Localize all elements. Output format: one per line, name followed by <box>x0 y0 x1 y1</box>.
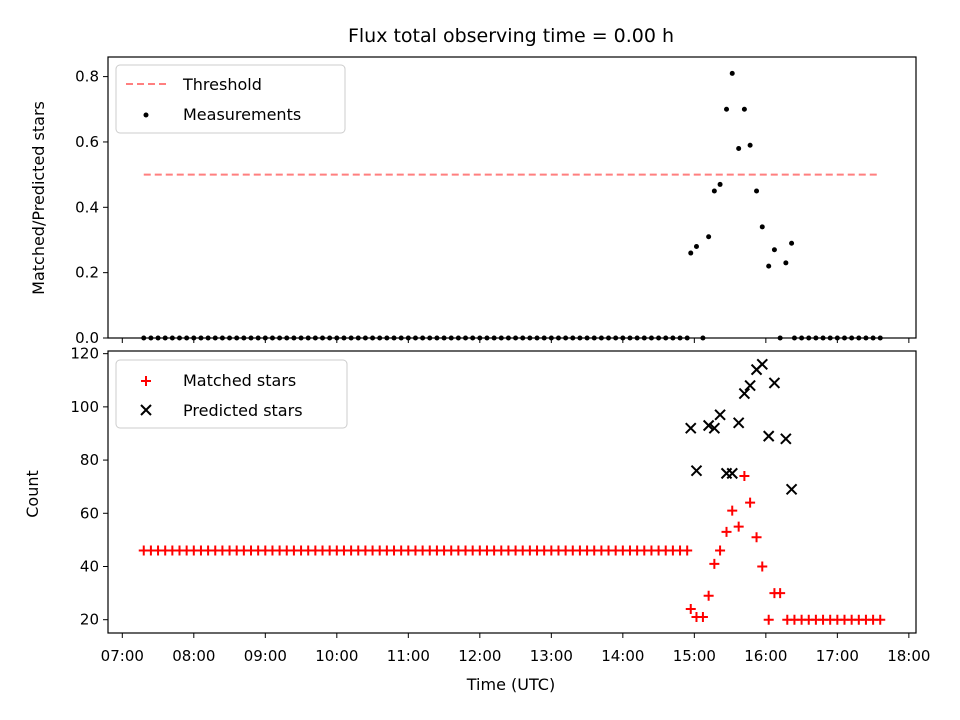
ratio-plot-frame <box>107 56 917 339</box>
time-x-tick-label: 13:00 <box>530 647 573 665</box>
matched-star-point <box>727 505 738 516</box>
matched-legend-label: Matched stars <box>183 371 296 390</box>
predicted-star-point <box>762 430 775 442</box>
matched-star-point <box>721 526 732 537</box>
matched-star-point <box>739 471 750 482</box>
count-y-tick-label: 120 <box>70 345 99 363</box>
ratio-y-tick-label: 0.8 <box>75 68 99 86</box>
measurement-point <box>717 181 723 187</box>
count-marks <box>138 358 886 625</box>
count-y-tick-label: 100 <box>70 398 99 416</box>
matched-star-point <box>745 497 756 508</box>
ratio-y-tick-label: 0.6 <box>75 133 99 151</box>
count-legend: Matched stars Predicted stars <box>115 359 348 429</box>
count-y-tick-label: 40 <box>80 557 99 575</box>
count-ticks: 20 40 60 80 100 120 07:00 08:00 09:00 10:00 11:00 1… <box>70 345 930 665</box>
time-x-tick-label: 12:00 <box>458 647 501 665</box>
predicted-star-point <box>685 422 697 434</box>
ratio-marks <box>141 70 883 341</box>
time-x-tick-label: 16:00 <box>744 647 787 665</box>
measurement-point <box>766 263 772 269</box>
predicted-star-point <box>714 409 726 421</box>
ratio-y-tick-label: 0.0 <box>75 329 99 347</box>
predicted-star-point <box>756 358 768 371</box>
matched-star-point <box>875 614 886 625</box>
time-x-tick-label: 09:00 <box>244 647 287 665</box>
measurement-point <box>759 224 765 230</box>
count-panel: Count Time (UTC) 20 40 60 80 100 120 07:00 08:0… <box>23 345 930 694</box>
measurement-point <box>771 247 777 253</box>
time-x-tick-label: 17:00 <box>816 647 859 665</box>
predicted-star-point <box>726 467 738 480</box>
ratio-legend-box <box>115 64 346 134</box>
measurement-point <box>747 142 753 148</box>
predicted-star-point <box>732 417 745 429</box>
predicted-star-point <box>702 419 715 432</box>
matched-star-point <box>751 532 762 543</box>
count-legend-box <box>115 359 348 429</box>
ratio-y-tick-label: 0.2 <box>75 264 99 282</box>
measurement-point <box>783 260 789 266</box>
matched-star-point <box>775 588 786 599</box>
measurement-point <box>693 244 699 250</box>
ratio-y-axis-label: Matched/Predicted stars <box>29 101 48 295</box>
predicted-legend-label: Predicted stars <box>183 401 303 420</box>
matched-star-point <box>703 590 714 601</box>
measurement-point <box>724 106 730 112</box>
count-y-axis-label: Count <box>23 470 42 518</box>
predicted-star-point <box>708 422 721 434</box>
measurements-legend-label: Measurements <box>183 105 301 124</box>
matched-legend-swatch <box>141 376 151 386</box>
count-y-tick-label: 60 <box>80 504 99 522</box>
predicted-star-point <box>780 433 792 445</box>
matched-star-point <box>763 614 774 625</box>
measurement-point <box>711 188 717 194</box>
time-x-tick-label: 15:00 <box>673 647 716 665</box>
matched-star-point <box>682 545 693 556</box>
ratio-ticks: 0.0 0.2 0.4 0.6 0.8 <box>75 68 910 347</box>
matched-star-point <box>715 545 726 556</box>
predicted-star-point <box>785 483 798 496</box>
count-y-tick-label: 80 <box>80 451 99 469</box>
measurement-point <box>741 106 747 112</box>
measurement-point <box>688 250 694 256</box>
matched-star-point <box>685 604 696 615</box>
measurement-point <box>754 188 760 194</box>
matched-star-point <box>733 521 744 532</box>
matched-star-point <box>709 558 720 569</box>
matched-star-point <box>757 561 768 572</box>
chart-title: Flux total observing time = 0.00 h <box>348 25 674 47</box>
count-y-tick-label: 20 <box>80 611 99 629</box>
time-x-tick-label: 11:00 <box>387 647 430 665</box>
predicted-star-point <box>768 377 781 389</box>
threshold-legend-label: Threshold <box>182 75 262 94</box>
measurement-point <box>729 70 735 76</box>
measurement-point <box>736 145 742 151</box>
measurements-legend-swatch <box>143 112 149 118</box>
ratio-panel: Flux total observing time = 0.00 h Match… <box>29 25 917 347</box>
measurement-point <box>706 234 712 240</box>
ratio-y-tick-label: 0.4 <box>75 198 99 216</box>
time-x-tick-label: 07:00 <box>101 647 144 665</box>
predicted-star-point <box>690 465 703 477</box>
time-x-tick-label: 18:00 <box>887 647 930 665</box>
matched-star-point <box>697 612 708 623</box>
time-x-tick-label: 08:00 <box>172 647 215 665</box>
predicted-star-point <box>744 379 756 392</box>
ratio-legend: Threshold Measurements <box>115 64 346 134</box>
time-x-tick-label: 10:00 <box>315 647 358 665</box>
predicted-star-point <box>738 387 751 400</box>
measurement-point <box>789 240 795 246</box>
time-x-tick-label: 14:00 <box>601 647 644 665</box>
count-plot-frame <box>107 350 917 634</box>
time-x-axis-label: Time (UTC) <box>466 675 555 694</box>
predicted-legend-swatch <box>140 404 152 416</box>
